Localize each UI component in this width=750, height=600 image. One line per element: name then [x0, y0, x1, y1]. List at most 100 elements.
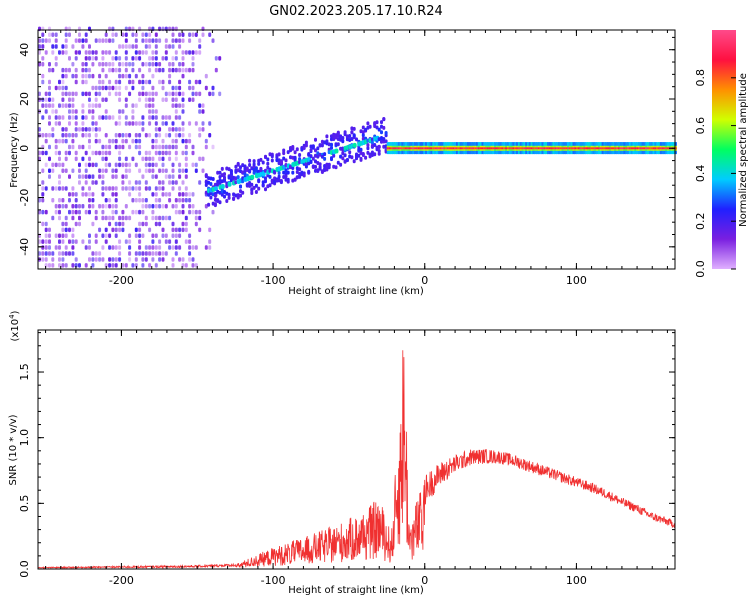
spectrogram-cell	[268, 168, 272, 173]
spectrogram-cell	[88, 109, 91, 114]
spectrogram-cell	[118, 97, 122, 102]
spectrogram-cell	[38, 150, 41, 156]
spectrogram-cell	[41, 133, 45, 138]
spectrogram-cell	[368, 154, 372, 159]
spectrogram-cell	[134, 50, 138, 55]
spectrogram-cell	[144, 156, 148, 162]
spectrogram-cell	[68, 56, 71, 61]
spectrogram-cell	[191, 32, 195, 37]
spectrogram-cell	[154, 263, 158, 268]
spectrogram-cell	[128, 133, 132, 138]
spectrogram-cell	[158, 168, 162, 173]
spectrogram-cell	[51, 162, 55, 168]
spectrogram-cell	[194, 50, 198, 55]
spectrogram-cell	[232, 175, 236, 180]
spectrogram-cell	[345, 134, 349, 139]
spectrogram-cell	[104, 186, 108, 191]
spectrogram-cell	[64, 251, 68, 256]
spectrogram-cell	[81, 127, 85, 132]
spectrogram-cell	[81, 38, 85, 43]
spectrogram-cell	[168, 156, 172, 162]
spectrogram-cell	[104, 150, 108, 156]
spectrogram-cell	[466, 147, 470, 150]
spectrogram-cell	[84, 133, 88, 138]
spectrogram-cell	[261, 183, 265, 188]
spectrogram-cell	[225, 184, 229, 189]
spectrogram-cell	[207, 180, 211, 185]
spectrogram-cell	[563, 147, 566, 150]
spectrogram-cell	[121, 144, 125, 150]
spectrogram-cell	[94, 180, 98, 185]
spectrogram-cell	[361, 133, 365, 138]
spectrogram-cell	[332, 164, 336, 169]
spectrogram-cell	[314, 153, 317, 158]
spectrogram-cell	[364, 127, 368, 132]
spectrogram-cell	[108, 115, 112, 120]
spectrogram-cell	[64, 138, 68, 144]
spectrogram-cell	[68, 209, 71, 215]
spectrogram-cell	[273, 176, 277, 181]
spectrogram-cell	[48, 227, 51, 233]
spectrogram-cell	[88, 138, 91, 144]
spectrogram-cell	[548, 147, 552, 150]
spectrogram-cell	[54, 245, 58, 250]
spectrogram-cell	[124, 133, 128, 138]
spectrogram-cell	[194, 32, 198, 37]
spectrogram-cell	[241, 163, 245, 168]
spectrogram-cell	[108, 91, 112, 97]
colorbar-tick-label: 0.2	[694, 212, 707, 230]
spectrogram-cell	[264, 179, 267, 184]
spectrogram-cell	[114, 168, 118, 173]
spectrogram-cell	[307, 161, 311, 166]
spectrogram-cell	[131, 121, 135, 126]
spectrogram-cell	[78, 209, 81, 215]
spectrogram-cell	[225, 199, 229, 203]
spectrogram-cell	[64, 168, 68, 173]
spectrogram-cell	[350, 155, 354, 160]
spectrogram-cell	[58, 121, 61, 126]
spectrogram-cell	[171, 245, 175, 250]
spectrogram-cell	[88, 144, 91, 150]
spectrogram-cell	[148, 79, 152, 85]
spectrogram-cell	[543, 147, 546, 150]
spectrogram-cell	[121, 215, 125, 221]
spectrogram-cell	[114, 257, 118, 262]
spectrogram-cell	[171, 85, 175, 91]
spectrogram-cell	[158, 127, 162, 132]
spectrogram-cell	[158, 67, 162, 73]
spectrogram-cell	[227, 175, 231, 180]
spectrogram-cell	[98, 38, 102, 43]
spectrogram-cell	[111, 257, 115, 262]
spectrogram-cell	[68, 150, 71, 156]
spectrogram-cell	[252, 170, 256, 175]
spectrogram-cell	[375, 125, 379, 130]
spectrogram-cell	[111, 168, 115, 173]
spectrogram-cell	[61, 67, 65, 73]
spectrogram-cell	[352, 142, 357, 148]
spectrogram-cell	[168, 245, 172, 250]
spectrogram-cell	[178, 103, 182, 108]
spectrogram-cell	[138, 50, 142, 55]
spectrogram-cell	[91, 56, 95, 61]
spectrogram-cell	[81, 109, 85, 114]
spectrogram-cell	[104, 198, 108, 203]
spectrogram-cell	[164, 215, 168, 221]
spectrogram-cell	[81, 67, 85, 73]
spectrogram-cell	[419, 147, 423, 150]
spectrogram-cell	[209, 195, 213, 200]
spectrogram-cell	[151, 85, 155, 91]
spectrogram-cell	[373, 124, 377, 129]
spectrogram-cell	[273, 170, 277, 175]
spectrogram-cell	[71, 168, 75, 173]
spectrogram-cell	[232, 192, 236, 197]
spectrogram-cell	[68, 192, 71, 197]
spectrogram-cell	[41, 209, 45, 215]
spectrogram-cell	[101, 85, 105, 91]
spectrogram-cell	[141, 198, 145, 203]
spectrogram-cell	[41, 257, 45, 262]
spectrogram-cell	[468, 147, 472, 150]
spectrogram-cell	[148, 245, 152, 250]
spectrogram-cell	[275, 155, 279, 160]
spectrogram-cell	[44, 133, 48, 138]
spectrogram-cell	[131, 115, 135, 120]
